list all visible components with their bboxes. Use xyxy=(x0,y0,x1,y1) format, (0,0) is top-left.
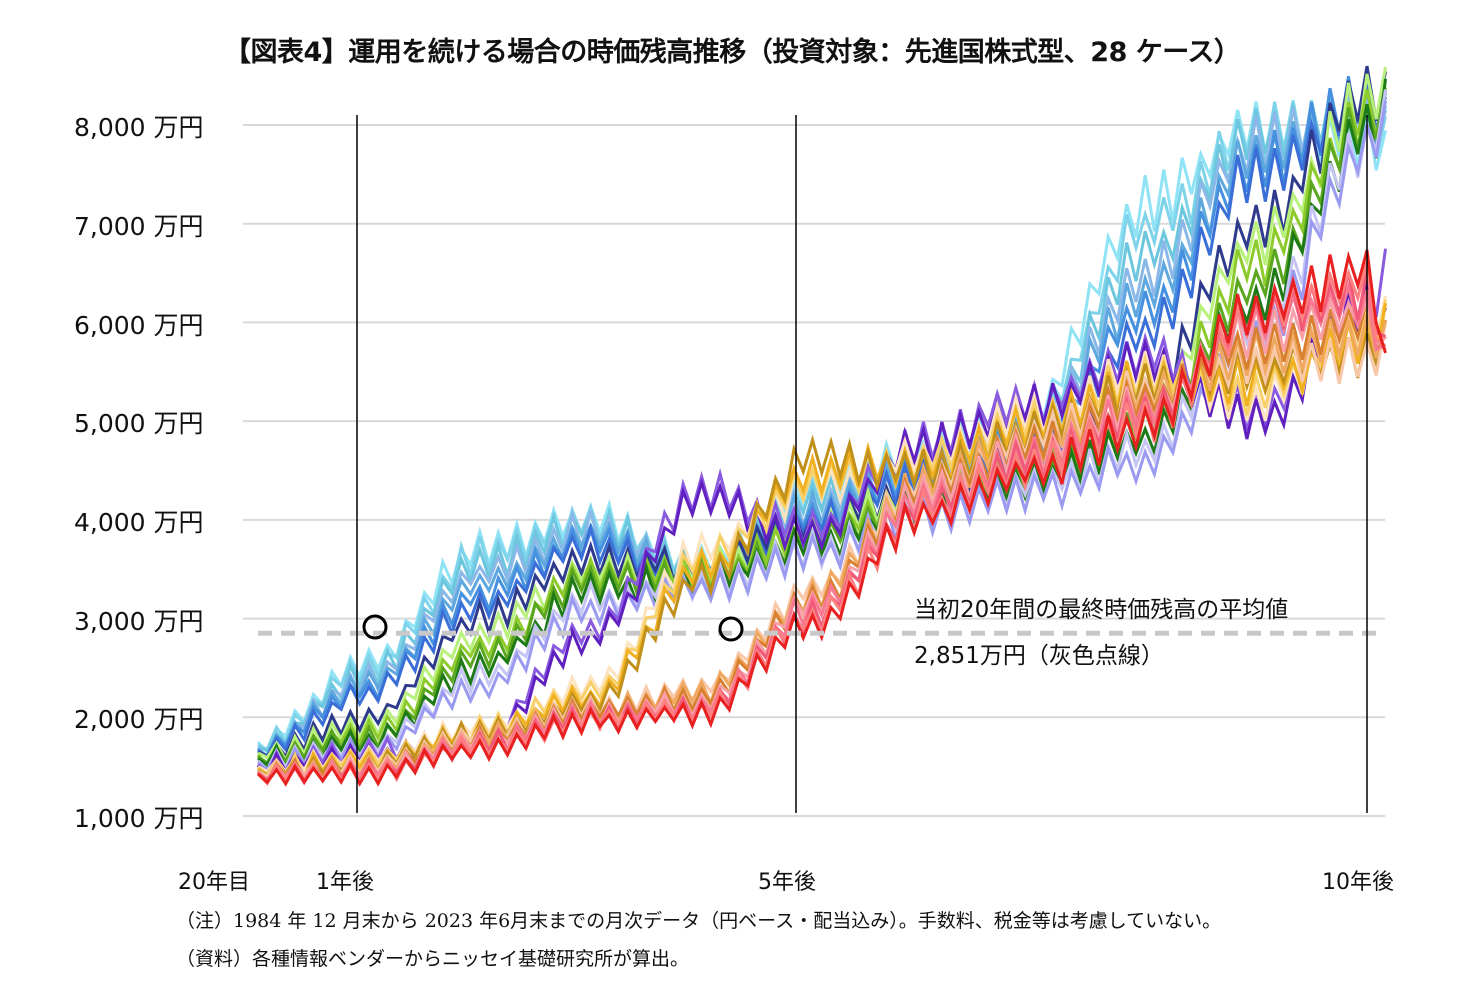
chart-title: 【図表4】運用を続ける場合の時価残高推移（投資対象：先進国株式型、28 ケース） xyxy=(224,37,1241,68)
y-tick-6000: 6,000 万円 xyxy=(74,311,204,340)
y-tick-2000: 2,000 万円 xyxy=(74,705,204,734)
x-tick-1-year-after: 1年後 xyxy=(316,870,374,895)
y-tick-1000: 1,000 万円 xyxy=(74,804,204,833)
circle-markers xyxy=(362,614,744,642)
y-tick-8000: 8,000 万円 xyxy=(74,113,204,142)
series-case-05 xyxy=(256,81,1387,761)
y-tick-7000: 7,000 万円 xyxy=(74,212,204,241)
series-lines xyxy=(256,65,1387,787)
y-tick-5000: 5,000 万円 xyxy=(74,409,204,438)
footnote-note: （注）1984 年 12 月末から 2023 年6月末までの月次データ（円ベース… xyxy=(176,910,1222,932)
y-tick-4000: 4,000 万円 xyxy=(74,508,204,537)
series-case-07 xyxy=(257,81,1387,758)
series-case-14 xyxy=(257,100,1387,775)
x-tick-5-years-after: 5年後 xyxy=(758,870,816,895)
x-tick-20th-year: 20年目 xyxy=(178,870,250,895)
footnote-source: （資料）各種情報ベンダーからニッセイ基礎研究所が算出。 xyxy=(176,948,690,970)
series-case-28 xyxy=(256,249,1387,787)
year-marker-lines xyxy=(356,115,1368,813)
reference-annotation-value: 2,851万円（灰色点線） xyxy=(914,643,1164,669)
x-tick-10-years-after: 10年後 xyxy=(1322,870,1394,895)
reference-annotation-title: 当初20年間の最終時価残高の平均値 xyxy=(914,597,1289,623)
series-case-12 xyxy=(257,78,1387,772)
y-tick-3000: 3,000 万円 xyxy=(74,607,204,636)
